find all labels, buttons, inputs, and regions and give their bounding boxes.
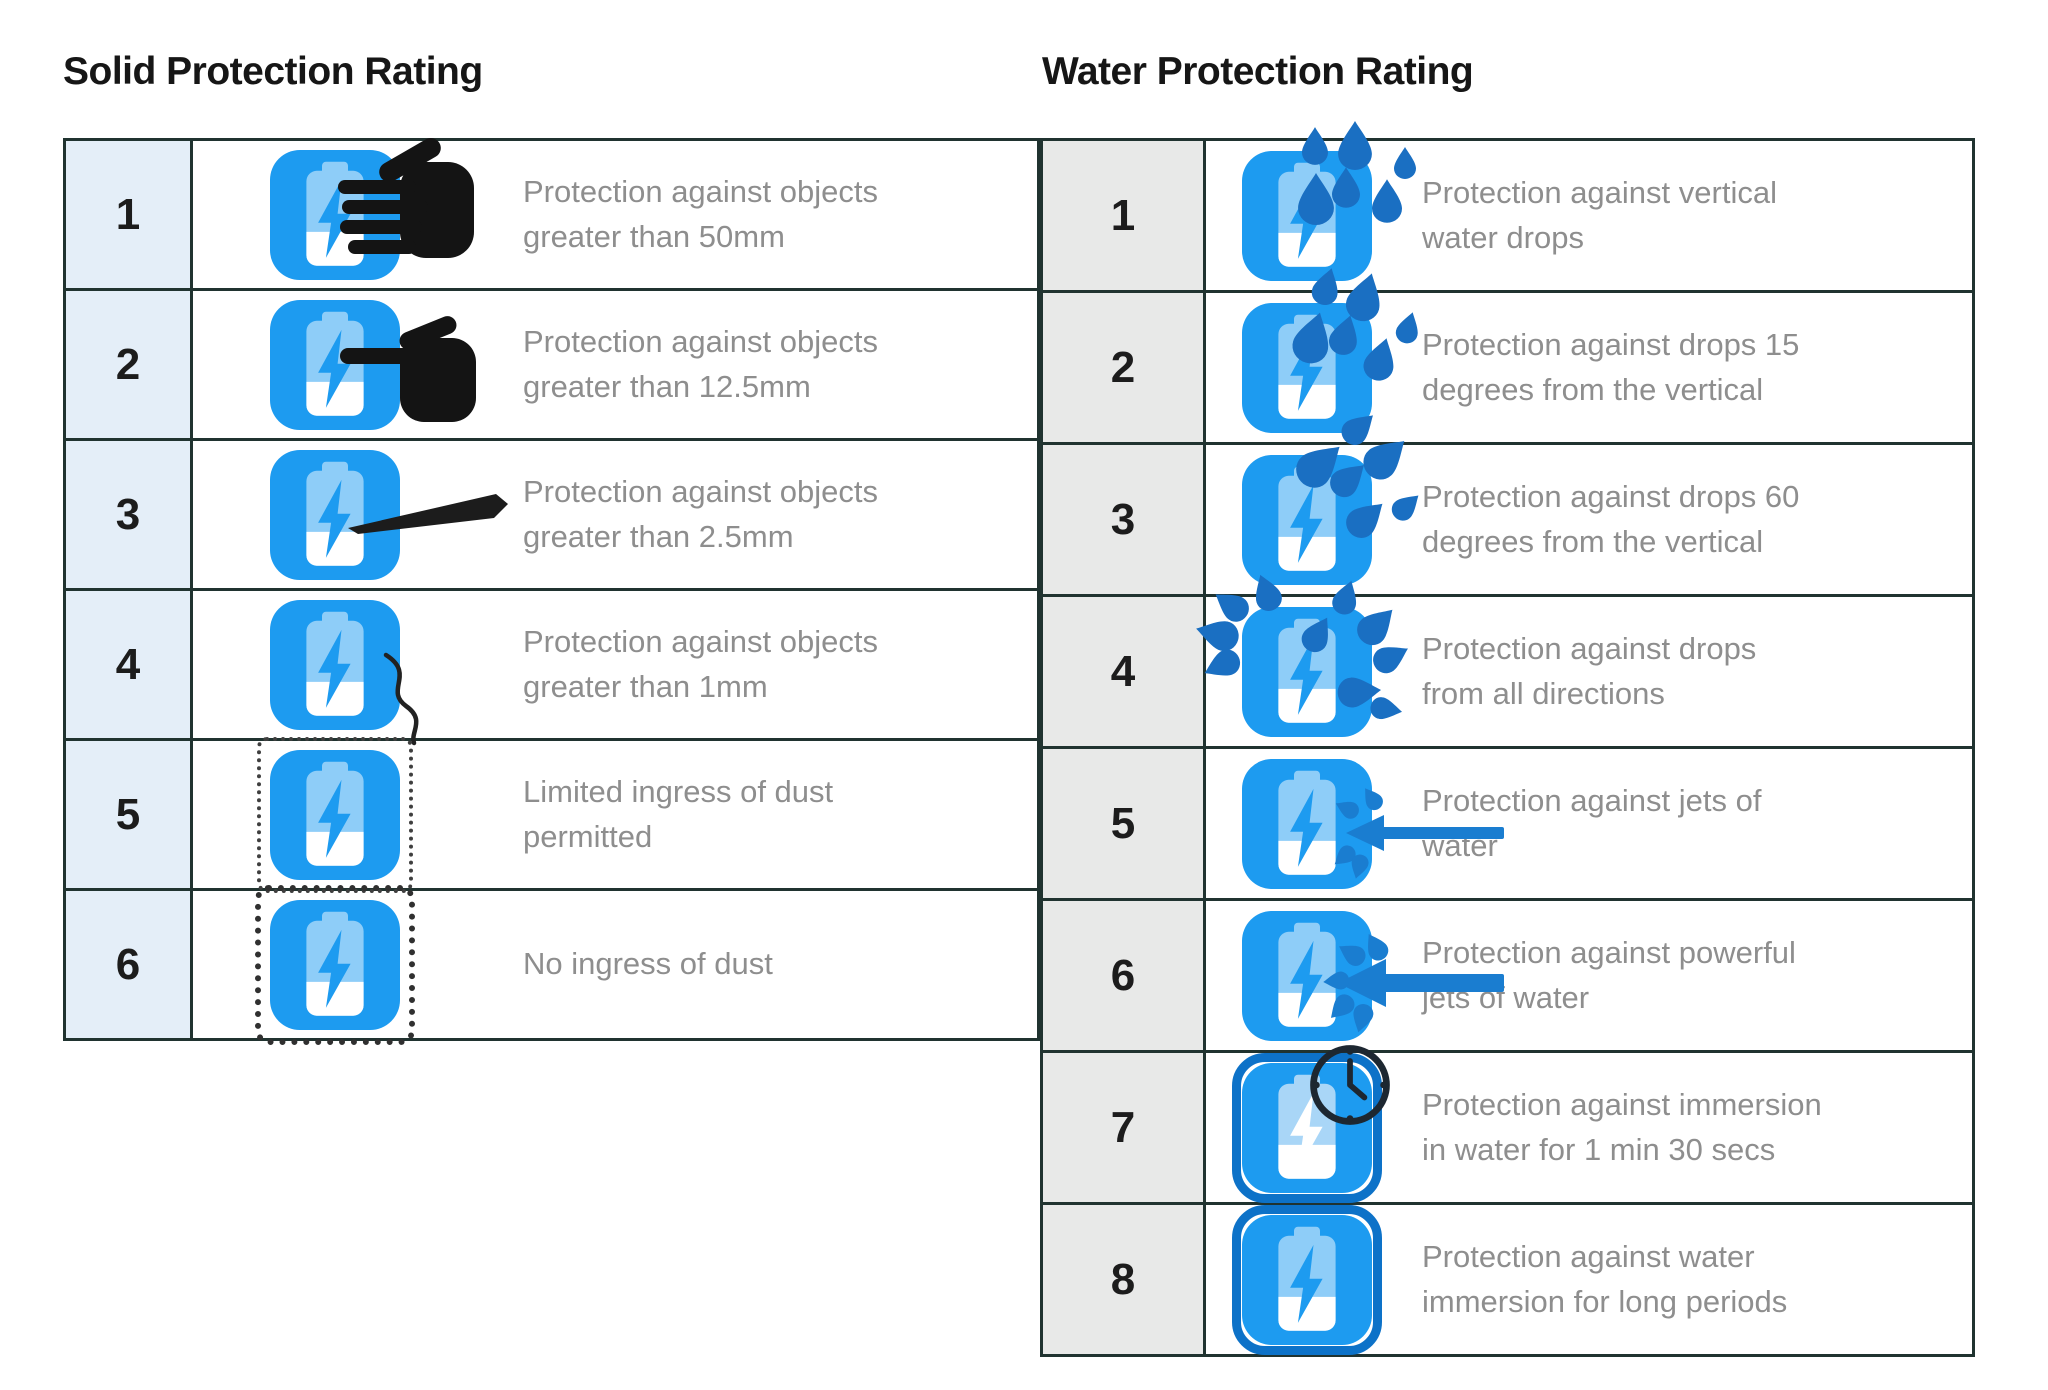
dust-sealed-border xyxy=(255,884,415,1045)
table-row: 5 xyxy=(1043,749,1972,901)
battery-icon xyxy=(270,137,474,280)
rating-number: 5 xyxy=(66,741,193,888)
immersion-border xyxy=(1232,1204,1382,1355)
hand-icon xyxy=(338,137,474,258)
table-row: 6 No ingress of dust xyxy=(66,884,1037,1045)
table-row: 1 xyxy=(66,137,1037,291)
water-protection-table: 1 xyxy=(1040,120,1975,1357)
table-row: 8 Protection against water immersion for… xyxy=(1043,1204,1972,1355)
rating-number: 1 xyxy=(66,141,193,288)
battery-icon xyxy=(1242,405,1426,585)
battery-icon xyxy=(1232,1204,1382,1355)
rating-number: 4 xyxy=(1043,597,1206,746)
battery-icon xyxy=(1232,1044,1390,1203)
battery-icon xyxy=(270,300,476,430)
water-drops-tilted-icon xyxy=(1288,264,1424,384)
table-row: 5 Limited ingress of dust permitted xyxy=(66,736,1037,893)
solid-protection-table: 1 xyxy=(63,137,1040,1045)
rating-description: Protection against vertical water drops xyxy=(1422,175,1777,255)
battery-icon xyxy=(255,884,415,1045)
water-table-title: Water Protection Rating xyxy=(1042,50,1474,93)
battery-icon xyxy=(270,450,508,580)
rating-description: Protection against water immersion for l… xyxy=(1422,1239,1788,1319)
rating-description: Protection against objects greater than … xyxy=(523,474,878,554)
table-row: 3 xyxy=(1043,405,1972,597)
rating-number: 3 xyxy=(66,441,193,588)
battery-icon xyxy=(1192,569,1415,737)
battery-icon xyxy=(257,736,413,893)
rating-description: Limited ingress of dust permitted xyxy=(523,774,834,854)
pointing-finger-icon xyxy=(340,315,476,422)
immersion-border xyxy=(1232,1052,1382,1203)
table-row: 7 P xyxy=(1043,1044,1972,1205)
battery-icon xyxy=(270,600,400,730)
dust-dotted-border xyxy=(257,736,413,893)
rating-description: Protection against drops 15 degrees from… xyxy=(1422,327,1800,407)
water-drops-all-directions-icon xyxy=(1192,569,1415,723)
rating-description: Protection against objects greater than … xyxy=(523,174,878,254)
battery-icon xyxy=(1242,120,1416,281)
wire-icon xyxy=(383,652,419,745)
rating-description: Protection against drops from all direct… xyxy=(1422,631,1757,711)
rating-number: 5 xyxy=(1043,749,1206,898)
rating-description: Protection against immersion in water fo… xyxy=(1422,1087,1822,1167)
table-row: 1 xyxy=(1043,120,1972,293)
rating-number: 1 xyxy=(1043,141,1206,290)
water-drops-60deg-icon xyxy=(1288,405,1426,544)
solid-table-title: Solid Protection Rating xyxy=(63,50,483,93)
battery-icon xyxy=(1242,911,1504,1041)
rating-description: Protection against drops 60 degrees from… xyxy=(1422,479,1800,559)
battery-icon xyxy=(1242,264,1424,433)
battery-icon xyxy=(1242,759,1504,889)
rating-description: Protection against objects greater than … xyxy=(523,624,878,704)
water-jet-icon xyxy=(1329,782,1504,881)
table-row: 2 xyxy=(1043,264,1972,445)
rating-number: 2 xyxy=(1043,293,1206,442)
rating-number: 8 xyxy=(1043,1205,1206,1354)
water-drops-icon xyxy=(1298,120,1416,225)
table-row: 3 Protection against objects greater tha… xyxy=(66,441,1037,591)
rating-number: 2 xyxy=(66,291,193,438)
table-row: 4 Protection against objects greater tha… xyxy=(66,591,1037,745)
rating-description: Protection against objects greater than … xyxy=(523,324,878,404)
clock-icon xyxy=(1310,1044,1390,1125)
battery-icon xyxy=(270,600,419,745)
table-row: 2 Protection against obje xyxy=(66,291,1037,441)
rating-number: 6 xyxy=(1043,901,1206,1050)
rating-number: 3 xyxy=(1043,445,1206,594)
rating-number: 7 xyxy=(1043,1053,1206,1202)
rating-number: 6 xyxy=(66,891,193,1038)
table-row: 4 xyxy=(1043,569,1972,749)
powerful-water-jet-icon xyxy=(1322,928,1504,1035)
rating-number: 4 xyxy=(66,591,193,738)
tool-tip-icon xyxy=(348,493,508,534)
rating-description: No ingress of dust xyxy=(523,946,773,982)
table-row: 6 xyxy=(1043,901,1972,1053)
